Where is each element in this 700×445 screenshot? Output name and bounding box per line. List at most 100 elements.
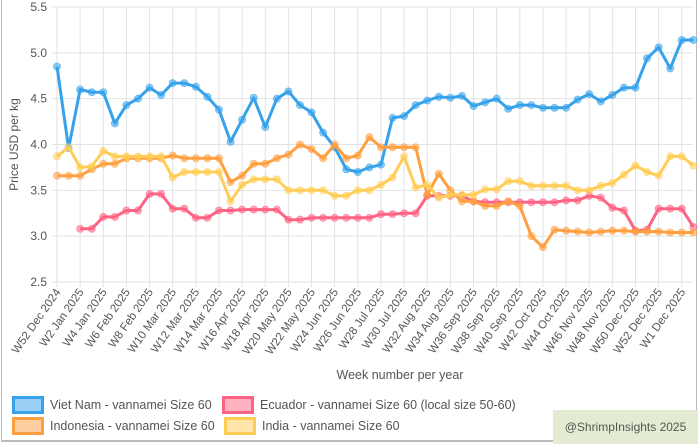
y-tick-label: 3.0 [30, 229, 47, 243]
data-point [110, 119, 119, 128]
data-point [133, 152, 142, 161]
data-point [272, 175, 281, 184]
data-point [342, 165, 351, 174]
data-point [249, 159, 258, 168]
data-point [446, 93, 455, 102]
legend-label: Viet Nam - vannamei Size 60 [50, 398, 212, 412]
data-point [504, 104, 513, 113]
y-tick-label: 5.5 [30, 0, 47, 14]
data-point [365, 186, 374, 195]
legend-swatch-icon [222, 396, 254, 414]
data-point [191, 82, 200, 91]
data-point [168, 204, 177, 213]
data-point [434, 193, 443, 202]
data-point [619, 226, 628, 235]
y-axis-title: Price USD per kg [7, 98, 21, 191]
data-point [319, 213, 328, 222]
data-point [411, 101, 420, 110]
data-point [585, 186, 594, 195]
data-point [284, 87, 293, 96]
data-point [157, 190, 166, 198]
data-point [353, 186, 362, 195]
legend-swatch-icon [12, 396, 44, 414]
legend-label: India - vannamei Size 60 [262, 419, 400, 433]
data-point [342, 191, 351, 200]
data-point [562, 226, 571, 235]
data-point [585, 90, 594, 99]
data-point [689, 36, 698, 44]
data-point [411, 209, 420, 218]
data-point [99, 212, 108, 221]
data-point [573, 227, 582, 236]
data-point [249, 205, 258, 214]
data-point [457, 91, 466, 100]
legend-item-india[interactable]: India - vannamei Size 60 [224, 417, 400, 435]
watermark: @ShrimpInsights 2025 [553, 410, 698, 444]
data-point [214, 206, 223, 215]
data-point [203, 92, 212, 101]
legend-item-ecuador[interactable]: Ecuador - vannamei Size 60 (local size 5… [222, 396, 516, 414]
y-tick-label: 3.5 [30, 183, 47, 197]
data-point [191, 213, 200, 222]
data-point [53, 62, 61, 71]
data-point [295, 186, 304, 195]
data-point [272, 205, 281, 214]
data-point [469, 190, 478, 199]
data-point [527, 198, 536, 207]
data-point [249, 93, 258, 102]
data-point [319, 128, 328, 137]
data-point [400, 143, 409, 152]
y-tick-label: 5.0 [30, 46, 47, 60]
data-point [666, 228, 675, 237]
data-point [365, 133, 374, 142]
data-point [87, 88, 96, 97]
data-point [53, 171, 61, 180]
data-point [110, 152, 119, 161]
data-point [284, 150, 293, 159]
data-point [619, 83, 628, 92]
data-point [261, 159, 270, 168]
data-point [538, 103, 547, 112]
data-point [295, 101, 304, 110]
data-point [157, 91, 166, 99]
data-point [550, 225, 559, 234]
data-point [99, 146, 108, 155]
data-point [550, 103, 559, 112]
data-point [562, 103, 571, 112]
data-point [76, 171, 85, 180]
data-point [191, 168, 200, 176]
data-point [400, 112, 409, 121]
data-point [214, 168, 223, 176]
data-point [261, 205, 270, 214]
data-point [527, 101, 536, 110]
data-point [573, 95, 582, 104]
data-point [631, 161, 640, 170]
data-point [272, 94, 281, 103]
data-point [168, 79, 177, 88]
data-point [261, 123, 270, 132]
data-point [238, 205, 247, 214]
data-point [319, 154, 328, 163]
data-point [284, 215, 293, 224]
data-point [353, 213, 362, 222]
legend-item-indonesia[interactable]: Indonesia - vannamei Size 60 [12, 417, 215, 435]
data-point [492, 94, 501, 103]
legend-item-viet-nam[interactable]: Viet Nam - vannamei Size 60 [12, 396, 212, 414]
data-point [400, 209, 409, 218]
data-point [423, 190, 432, 199]
data-point [191, 154, 200, 163]
data-point [330, 140, 339, 149]
data-point [180, 79, 189, 88]
data-point [527, 181, 536, 190]
data-point [550, 198, 559, 207]
data-point [238, 115, 247, 124]
data-point [481, 201, 490, 210]
data-point [689, 228, 698, 237]
data-point [527, 232, 536, 241]
data-point [469, 102, 478, 110]
data-point [504, 177, 513, 186]
data-point [388, 143, 397, 152]
data-point [261, 175, 270, 184]
data-point [110, 212, 119, 221]
